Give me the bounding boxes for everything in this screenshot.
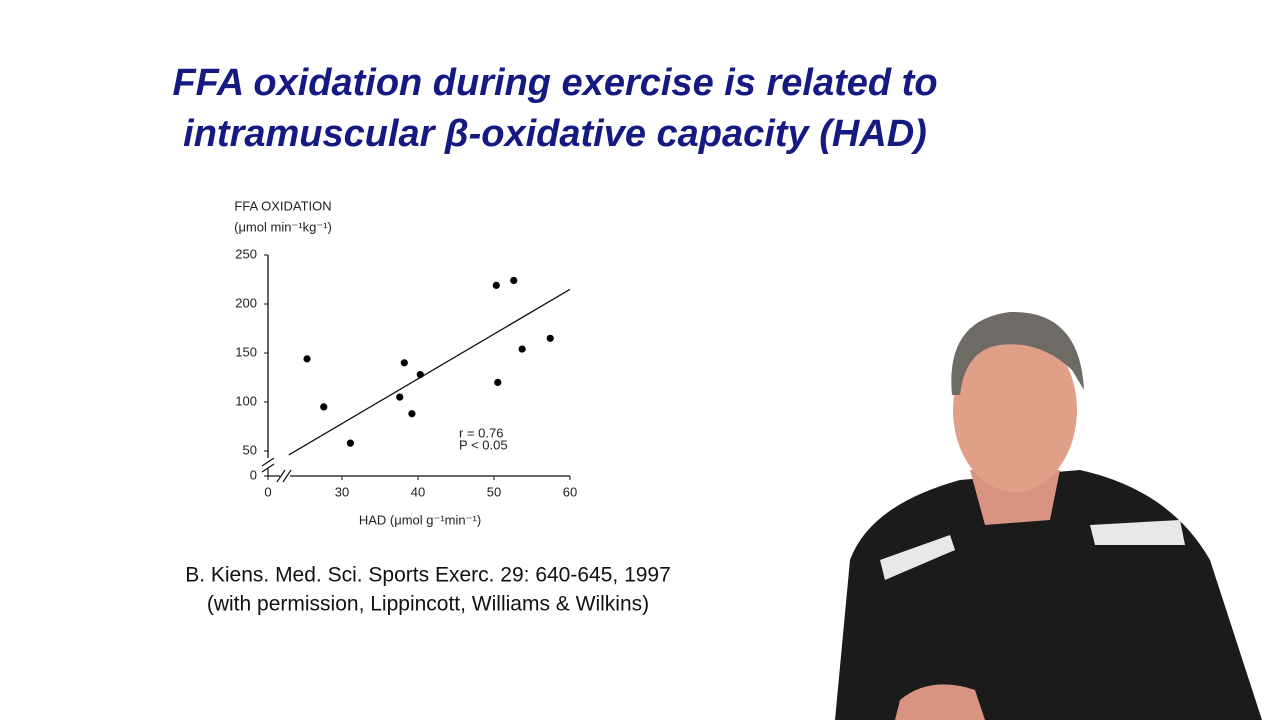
y-tick-label: 100 (235, 393, 257, 408)
y-tick-label: 200 (235, 295, 257, 310)
x-tick-label: 40 (411, 484, 425, 499)
point (400, 359, 408, 367)
point (546, 334, 554, 342)
y-tick-label: 50 (243, 442, 257, 457)
point (518, 345, 526, 353)
citation: B. Kiens. Med. Sci. Sports Exerc. 29: 64… (185, 564, 671, 587)
point (396, 393, 404, 401)
point (416, 370, 424, 379)
axis-break (261, 457, 292, 483)
y-tick-label: 0 (250, 467, 257, 482)
y-axis-label: (μmol min⁻¹kg⁻¹) (234, 219, 332, 234)
point (408, 410, 416, 418)
y-tick-label: 250 (235, 246, 257, 261)
point (492, 281, 500, 289)
citation: (with permission, Lippincott, Williams &… (207, 593, 649, 616)
slide-title: intramuscular β-oxidative capacity (HAD) (183, 113, 927, 155)
x-tick-label: 60 (563, 484, 577, 499)
point (510, 276, 518, 285)
x-axis-label: HAD (μmol g⁻¹min⁻¹) (359, 512, 481, 527)
x-tick-label: 0 (264, 484, 271, 499)
y-axis-label: FFA OXIDATION (234, 198, 331, 213)
point (346, 439, 354, 447)
point (303, 355, 311, 363)
point (320, 403, 328, 411)
y-tick-label: 150 (235, 344, 257, 359)
presenter (835, 311, 1262, 720)
annotation: r = 0.76 (459, 425, 503, 440)
x-tick-label: 50 (487, 484, 501, 499)
annotation: P < 0.05 (459, 437, 508, 452)
point (494, 378, 502, 386)
fit-line (288, 288, 571, 456)
slide-title: FFA oxidation during exercise is related… (172, 62, 937, 104)
x-tick-label: 30 (335, 484, 349, 499)
